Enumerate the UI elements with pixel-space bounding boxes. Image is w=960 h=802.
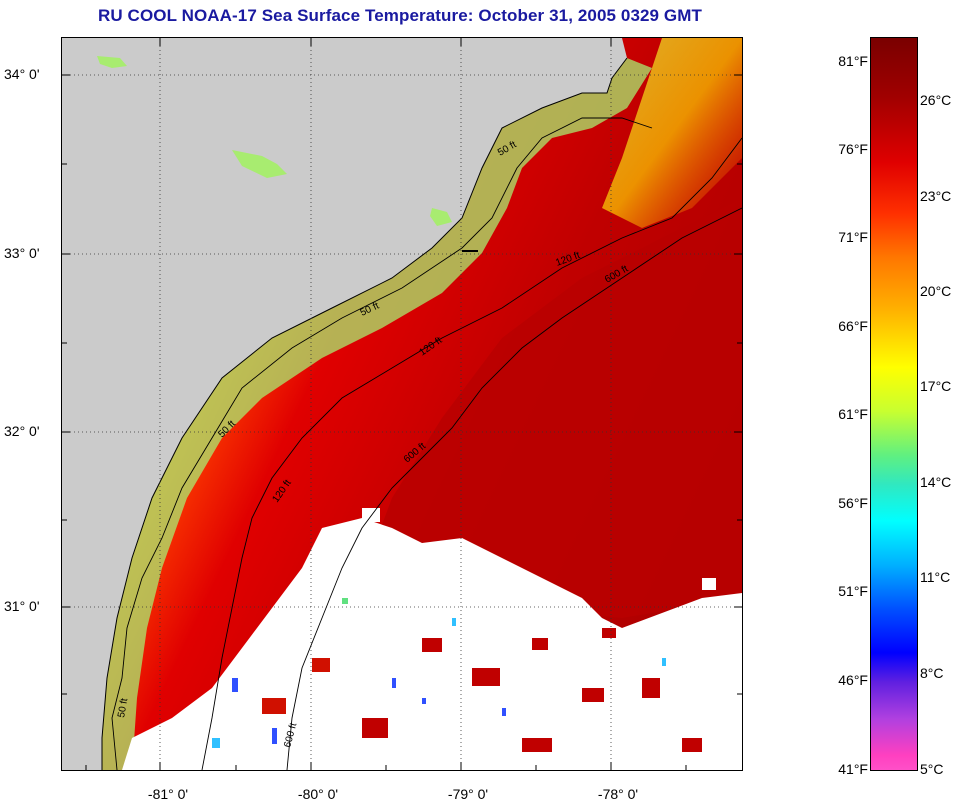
colorbar-f-label: 71°F	[838, 229, 868, 245]
colorbar-f-label: 46°F	[838, 672, 868, 688]
colorbar-c-label: 11°C	[920, 569, 951, 585]
temperature-colorbar	[870, 37, 918, 771]
sst-map: 50 ft 50 ft 50 ft 50 ft 120 ft 120 ft 12…	[61, 37, 743, 771]
colorbar-c-label: 26°C	[920, 92, 952, 108]
lon-label-79: -79° 0'	[447, 786, 489, 802]
lat-label-34: 34° 0'	[4, 66, 40, 82]
colorbar-c-label: 8°C	[920, 665, 944, 681]
colorbar-f-label: 81°F	[838, 53, 868, 69]
isobath-600ft	[286, 207, 742, 770]
colorbar-c-label: 20°C	[920, 283, 952, 299]
isobath-contours	[111, 117, 742, 770]
isobath-label: 50 ft	[116, 697, 130, 718]
colorbar-c-label: 14°C	[920, 474, 952, 490]
inland-water	[430, 208, 452, 226]
colorbar-f-label: 61°F	[838, 406, 868, 422]
inland-water	[97, 56, 127, 68]
isobath-120ft	[201, 137, 742, 770]
lat-label-31: 31° 0'	[4, 598, 40, 614]
colorbar-f-label: 41°F	[838, 761, 868, 777]
inland-water	[232, 150, 287, 178]
colorbar-f-label: 56°F	[838, 495, 868, 511]
colorbar-f-label: 51°F	[838, 583, 868, 599]
nearshore-cool-water	[102, 58, 652, 770]
lon-label-81: -81° 0'	[147, 786, 189, 802]
lon-label-78: -78° 0'	[597, 786, 639, 802]
colorbar-c-label: 17°C	[920, 378, 952, 394]
axis-ticks	[62, 38, 742, 770]
lon-label-80: -80° 0'	[297, 786, 339, 802]
colorbar-f-label: 66°F	[838, 318, 868, 334]
isobath-50ft	[111, 117, 653, 770]
colorbar-f-label: 76°F	[838, 141, 868, 157]
graticule	[62, 38, 742, 770]
cloud-speckles	[212, 598, 702, 752]
sst-map-canvas: 50 ft 50 ft 50 ft 50 ft 120 ft 120 ft 12…	[62, 38, 742, 770]
coastline	[101, 57, 628, 770]
lat-label-32: 32° 0'	[4, 423, 40, 439]
northern-water	[602, 38, 742, 228]
gulf-stream-core	[362, 198, 742, 618]
lat-label-33: 33° 0'	[4, 245, 40, 261]
colorbar-c-label: 5°C	[920, 761, 944, 777]
map-title: RU COOL NOAA-17 Sea Surface Temperature:…	[97, 6, 702, 25]
colorbar-c-label: 23°C	[920, 188, 952, 204]
